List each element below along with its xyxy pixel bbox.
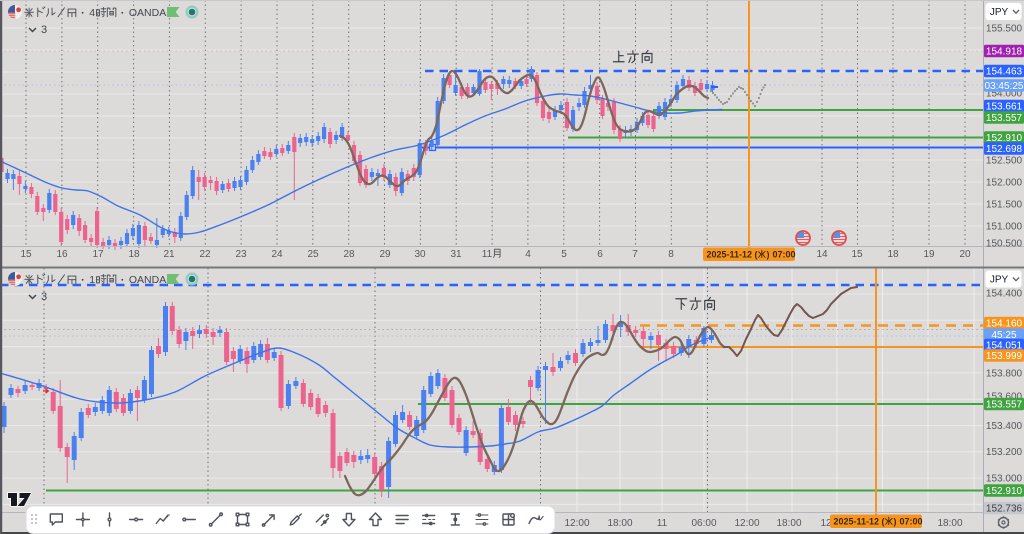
svg-text:4: 4: [89, 7, 95, 19]
svg-text:154.000: 154.000: [986, 88, 1023, 99]
svg-text:4: 4: [525, 249, 531, 260]
svg-text:152.736: 152.736: [986, 503, 1023, 514]
svg-text:153.800: 153.800: [986, 368, 1023, 379]
svg-text:): ): [894, 517, 897, 527]
svg-text:31: 31: [450, 249, 462, 260]
svg-text:155.500: 155.500: [986, 23, 1023, 34]
svg-text:5: 5: [561, 249, 567, 260]
svg-text:11: 11: [657, 518, 668, 529]
svg-text:18:00: 18:00: [937, 518, 962, 529]
svg-text:18: 18: [128, 249, 140, 260]
svg-text:16: 16: [56, 249, 68, 260]
svg-text:1: 1: [89, 274, 95, 286]
svg-text:18: 18: [887, 249, 899, 260]
svg-text:153.999: 153.999: [986, 351, 1023, 362]
svg-text:19: 19: [923, 249, 935, 260]
svg-text:152.910: 152.910: [986, 486, 1023, 497]
svg-text:154.051: 154.051: [986, 340, 1023, 351]
svg-text:OANDA: OANDA: [129, 7, 166, 19]
svg-text:): ): [767, 250, 770, 260]
svg-text:153.557: 153.557: [986, 399, 1023, 410]
svg-text:154.918: 154.918: [986, 46, 1023, 57]
svg-text:153.200: 153.200: [986, 447, 1023, 458]
svg-text:07:00: 07:00: [773, 250, 796, 260]
svg-text:24: 24: [271, 249, 283, 260]
svg-text:30: 30: [414, 249, 426, 260]
svg-text:151.500: 151.500: [986, 199, 1023, 210]
svg-text:152.500: 152.500: [986, 155, 1023, 166]
svg-text:25: 25: [307, 249, 319, 260]
svg-text:21: 21: [163, 249, 175, 260]
svg-text:18:00: 18:00: [607, 518, 632, 529]
svg-text:3: 3: [41, 291, 47, 303]
svg-text:22: 22: [199, 249, 211, 260]
svg-text:152.000: 152.000: [986, 177, 1023, 188]
svg-text:12:00: 12:00: [734, 518, 759, 529]
svg-text:23: 23: [235, 249, 247, 260]
svg-text:153.600: 153.600: [986, 391, 1023, 402]
svg-text:152.910: 152.910: [986, 133, 1023, 144]
svg-text:18:00: 18:00: [776, 518, 801, 529]
svg-text:29: 29: [379, 249, 391, 260]
svg-text:20: 20: [959, 249, 971, 260]
svg-text:150.500: 150.500: [986, 238, 1023, 249]
svg-text:15: 15: [20, 249, 32, 260]
svg-text:OANDA: OANDA: [129, 274, 166, 286]
svg-text:11: 11: [482, 249, 493, 260]
svg-text:14: 14: [816, 249, 828, 260]
svg-text:03:45:25: 03:45:25: [985, 81, 1024, 92]
svg-text:8: 8: [668, 249, 674, 260]
svg-text:154.400: 154.400: [986, 288, 1023, 299]
svg-text:7: 7: [632, 249, 638, 260]
svg-text:2025-11-12 (: 2025-11-12 (: [707, 250, 758, 260]
svg-text:45:25: 45:25: [991, 330, 1016, 341]
svg-text:153.661: 153.661: [986, 101, 1023, 112]
svg-text:JPY: JPY: [990, 275, 1009, 286]
svg-text:153.400: 153.400: [986, 421, 1023, 432]
svg-text:154.463: 154.463: [986, 66, 1023, 77]
svg-text:153.000: 153.000: [986, 473, 1023, 484]
svg-text:3: 3: [41, 24, 47, 36]
svg-text:2025-11-12 (: 2025-11-12 (: [834, 517, 885, 527]
svg-text:06:00: 06:00: [691, 518, 716, 529]
svg-text:12: 12: [820, 518, 832, 529]
svg-text:153.557: 153.557: [986, 113, 1023, 124]
svg-text:154.160: 154.160: [986, 318, 1023, 329]
svg-text:07:00: 07:00: [900, 517, 923, 527]
svg-text:151.000: 151.000: [986, 221, 1023, 232]
svg-text:152.698: 152.698: [986, 144, 1023, 155]
svg-text:JPY: JPY: [990, 7, 1009, 18]
svg-text:12:00: 12:00: [564, 518, 589, 529]
svg-text:28: 28: [343, 249, 355, 260]
svg-text:6: 6: [597, 249, 603, 260]
svg-text:15: 15: [851, 249, 863, 260]
svg-text:17: 17: [92, 249, 104, 260]
